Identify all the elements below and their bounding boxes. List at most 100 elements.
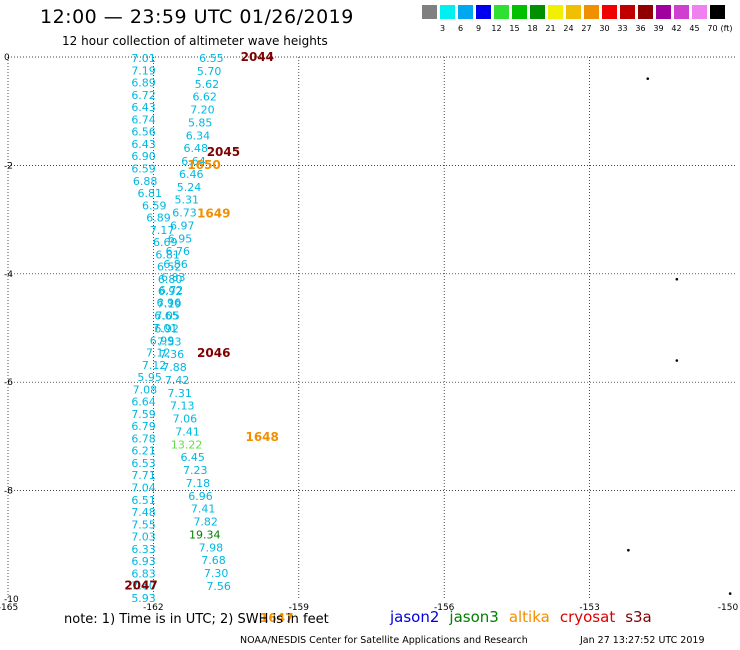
wave-height-value: 6.99 [150,334,175,347]
wave-height-value: 5.95 [137,371,162,384]
wave-height-value: 6.93 [131,555,156,568]
wave-height-value: 6.86 [163,258,188,271]
wave-height-value: 6.83 [131,567,156,580]
wave-height-value: 7.17 [150,224,175,237]
wave-height-value: 7.71 [131,469,156,482]
scale-swatch [674,5,689,19]
wave-height-value: 6.69 [153,236,178,249]
footnote: note: 1) Time is in UTC; 2) SWH is in fe… [64,612,329,627]
legend-jason2: jason2 [390,608,440,626]
islet-c [675,359,679,362]
wave-height-value: 7.48 [131,506,156,519]
wave-height-value: 6.74 [131,113,156,126]
x-tick-label: -150 [718,603,739,613]
wave-height-value: 6.56 [131,126,156,139]
scale-swatch [620,5,635,19]
pass-time-label: 1650 [187,158,220,172]
scale-swatch [440,5,455,19]
scale-swatch [494,5,509,19]
wave-height-value: 6.33 [131,543,156,556]
y-tick-label: -10 [4,595,19,605]
scale-label: 70 [707,24,718,33]
wave-height-value: 7.36 [160,348,185,361]
pass-time-label: 2046 [197,346,230,360]
scale-label: 30 [599,24,610,33]
satellite-legend: jason2 jason3 altika cryosat s3a [390,608,662,626]
scale-label: 39 [653,24,664,33]
wave-height-value: 6.76 [165,245,190,258]
scale-label: 9 [475,24,482,33]
wave-height-value: 5.31 [174,194,199,207]
wave-height-value: 7.98 [199,541,224,554]
wave-height-value: 7.20 [190,104,215,117]
wave-height-value: 6.51 [131,494,156,507]
pass-time-label: 2045 [207,145,240,159]
wave-height-value: 6.89 [146,212,171,225]
scale-swatch [602,5,617,19]
scale-swatch [476,5,491,19]
wave-height-value: 5.70 [197,65,222,78]
wave-height-value: 7.13 [170,400,195,413]
credit-line: NOAA/NESDIS Center for Satellite Applica… [240,635,528,646]
wave-height-value: 6.73 [172,207,197,220]
y-tick-label: -8 [4,487,13,497]
wave-height-value: 7.03 [131,531,156,544]
wave-height-value: 6.64 [131,396,156,409]
legend-altika: altika [508,608,550,626]
wave-height-value: 7.88 [162,361,187,374]
legend-cryosat: cryosat [559,608,616,626]
wave-height-value: 7.31 [167,387,192,400]
credit-timestamp: Jan 27 13:27:52 UTC 2019 [580,635,705,646]
island-markers [627,77,732,595]
scale-label: 36 [635,24,646,33]
wave-height-value: 7.30 [204,567,229,580]
wave-height-value: 6.79 [131,420,156,433]
scale-swatch [656,5,671,19]
wave-height-value: 7.04 [131,481,156,494]
wave-height-value: 7.19 [131,64,156,77]
wave-height-value: 6.72 [159,284,184,297]
wave-height-value: 6.55 [199,52,224,65]
wave-height-value: 6.72 [131,89,156,102]
wave-height-value: 7.18 [186,477,211,490]
wave-height-value: 6.89 [131,77,156,90]
scale-label: 45 [689,24,700,33]
map-title: 12:00 — 23:59 UTC 01/26/2019 [40,6,354,28]
wave-height-value: 7.68 [201,554,226,567]
wave-height-value: 7.53 [157,335,182,348]
wave-height-value: 5.93 [131,592,156,605]
wave-height-value: 7.08 [133,383,158,396]
wave-height-value: 5.24 [177,181,202,194]
wave-height-value: 7.60 [131,580,156,593]
scale-swatch [512,5,527,19]
wave-height-value: 7.12 [142,359,167,372]
wave-height-value: 7.59 [131,408,156,421]
wave-height-value: 6.81 [138,187,163,200]
wave-height-value: 7.41 [191,503,216,516]
wave-height-track-b: 6.555.705.626.627.205.856.346.486.646.46… [154,52,231,593]
wave-height-value: 6.92 [158,285,183,298]
islet-d [627,548,630,552]
wave-height-value: 6.48 [183,142,208,155]
wave-height-value: 7.41 [175,425,200,438]
wave-height-value: 6.88 [133,175,158,188]
scale-label: (ft) [720,24,733,33]
wave-height-value: 7.19 [157,297,182,310]
wave-height-value: 5.62 [195,78,220,91]
scale-swatch [584,5,599,19]
wave-height-value: 6.96 [188,490,213,503]
scale-label: 21 [545,24,556,33]
wave-height-value: 5.85 [188,116,213,129]
scale-label: 27 [581,24,592,33]
pass-time-label: 1649 [197,207,230,221]
wave-height-value: 7.23 [183,464,208,477]
wave-height-value: 6.97 [170,219,195,232]
scale-swatch [638,5,653,19]
scale-swatch [458,5,473,19]
wave-height-value: 6.95 [168,232,193,245]
wave-height-value: 7.42 [165,374,190,387]
map-subtitle: 12 hour collection of altimeter wave hei… [62,34,328,48]
wave-height-value: 6.46 [179,168,204,181]
wave-height-value: 6.83 [161,271,186,284]
